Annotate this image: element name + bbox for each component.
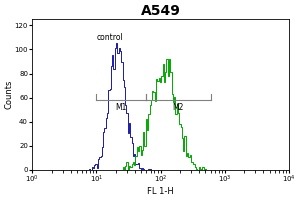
Text: control: control [96, 33, 123, 42]
Text: M1: M1 [116, 103, 127, 112]
Title: A549: A549 [141, 4, 181, 18]
Text: M2: M2 [173, 103, 184, 112]
Y-axis label: Counts: Counts [4, 80, 13, 109]
X-axis label: FL 1-H: FL 1-H [147, 187, 174, 196]
